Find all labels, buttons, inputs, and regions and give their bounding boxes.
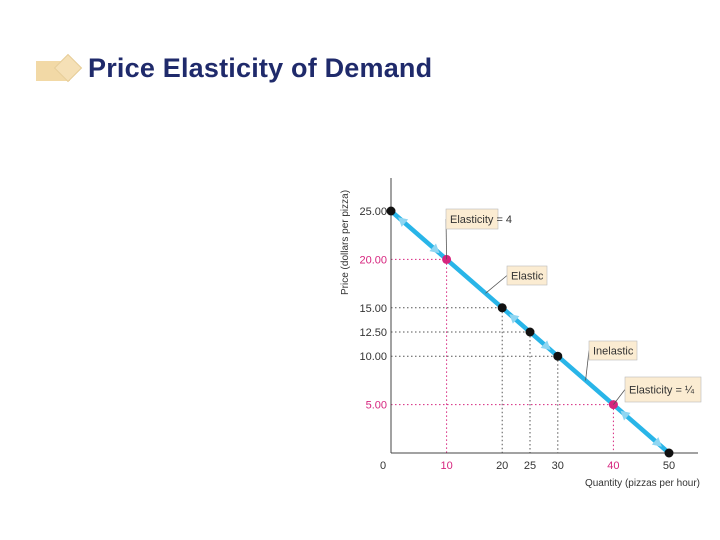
y-tick-label: 15.00 <box>359 303 387 315</box>
annotation-label: Elasticity = ¼ <box>629 385 695 397</box>
curve-arrow-icon <box>429 243 440 254</box>
annotation-callout: Inelastic <box>585 340 638 381</box>
annotation-label: Elasticity = 4 <box>450 214 512 226</box>
slide-title: Price Elasticity of Demand <box>88 52 433 83</box>
data-point <box>553 351 563 361</box>
curve-arrow-icon <box>398 217 409 227</box>
x-tick-label: 50 <box>663 460 675 472</box>
curve-arrow-icon <box>509 313 520 324</box>
data-point <box>525 327 535 337</box>
y-tick-label: 10.00 <box>359 351 387 363</box>
tick-labels: 25.00 20.00 15.00 12.50 10.00 5.00 0 10 20 25 30 40… <box>359 206 675 472</box>
annotation-box <box>506 265 548 286</box>
data-point <box>664 448 674 458</box>
title-bar: Price Elasticity of Demand <box>36 48 432 88</box>
annotation-leader <box>613 389 626 405</box>
annotation-box <box>445 208 499 230</box>
y-tick-label: 20.00 <box>359 254 387 266</box>
curve-arrow-icon <box>540 340 551 351</box>
y-tick-label: 25.00 <box>359 206 387 218</box>
y-tick-label: 12.50 <box>359 327 387 339</box>
axes <box>390 178 698 454</box>
annotation-label: Elastic <box>511 271 544 283</box>
annotation-leader <box>485 275 508 294</box>
curve-arrow-icon <box>620 410 631 421</box>
data-point <box>497 303 507 313</box>
annotations: Elasticity = 4 Elastic Inelastic Elasticity… <box>445 208 702 405</box>
annotation-leader <box>585 350 590 381</box>
annotation-box <box>588 340 638 361</box>
title-bullet-icon <box>36 51 83 85</box>
curve-arrow-icon <box>651 437 662 447</box>
x-axis-title: Quantity (pizzas per hour) <box>585 478 700 489</box>
x-tick-label: 25 <box>524 460 536 472</box>
y-axis-title: Price (dollars per pizza) <box>340 190 351 295</box>
annotation-callout: Elastic <box>485 265 548 294</box>
x-tick-label: 10 <box>440 460 452 472</box>
x-tick-label: 40 <box>607 460 619 472</box>
data-point <box>386 206 396 216</box>
x-tick-label: 0 <box>380 460 386 472</box>
x-tick-label: 20 <box>496 460 508 472</box>
y-tick-label: 5.00 <box>366 400 387 412</box>
annotation-label: Inelastic <box>593 346 634 358</box>
annotation-box <box>624 376 702 403</box>
annotation-callout: Elasticity = ¼ <box>613 376 702 405</box>
guide-lines <box>391 258 614 453</box>
x-tick-label: 30 <box>552 460 564 472</box>
annotation-callout: Elasticity = 4 <box>445 208 512 260</box>
